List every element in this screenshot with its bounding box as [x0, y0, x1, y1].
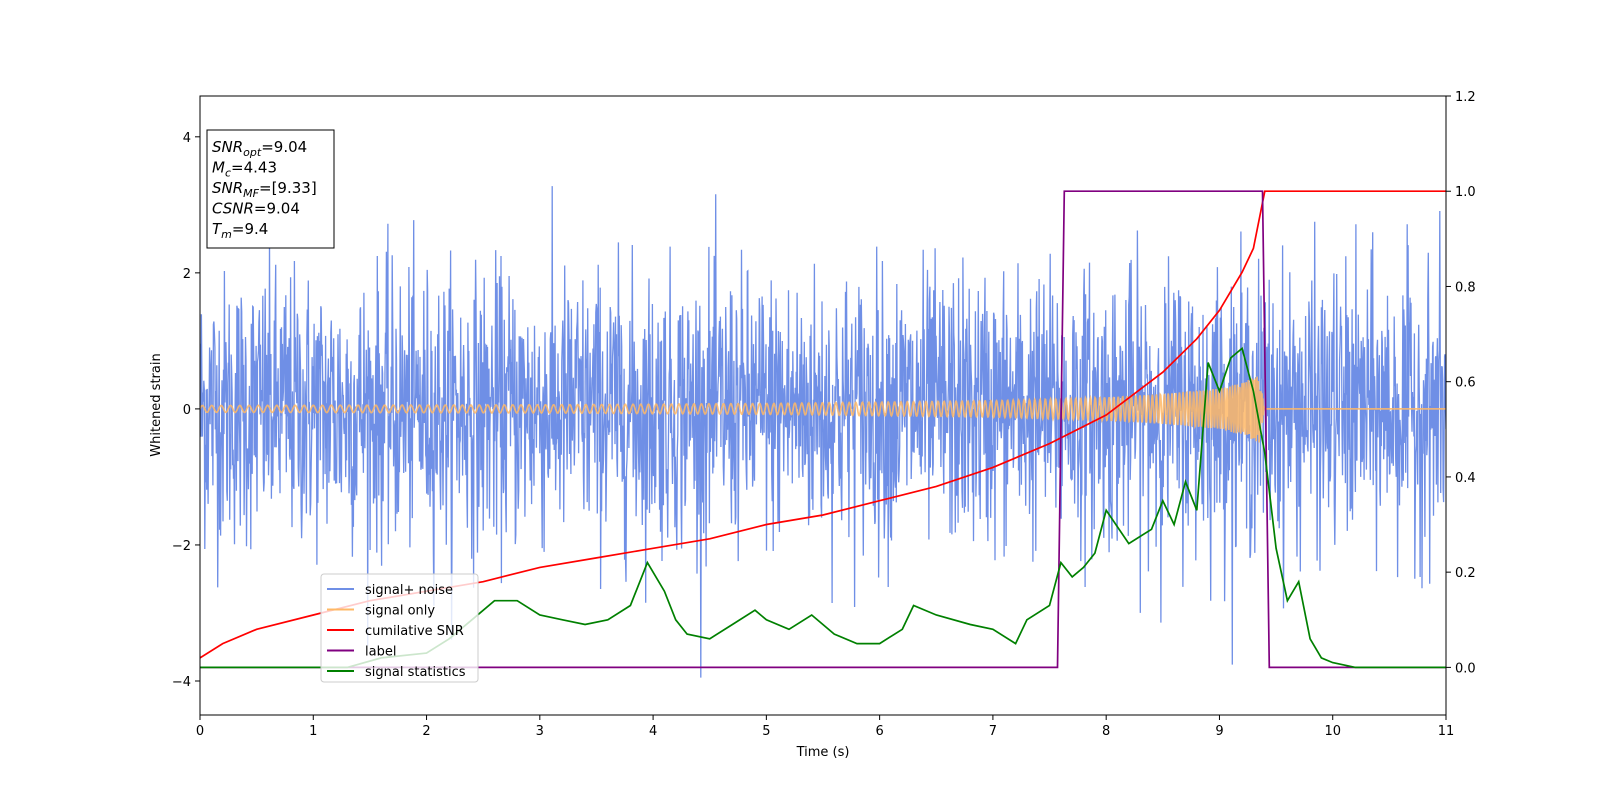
legend-frame — [320, 573, 479, 683]
legend-entries: signal+ noise signal only cumilative SNR la… — [327, 583, 466, 680]
y-axis-left: 4 2 0 −2 −4 — [172, 131, 200, 690]
x-tick-label: 9 — [1215, 724, 1223, 739]
y2-tick-label: 1.2 — [1455, 90, 1476, 105]
info-subscript: opt — [243, 146, 262, 159]
info-lines: SNRopt=9.04Mc=4.43SNRMF=[9.33]CSNR=9.04T… — [212, 138, 317, 241]
y2-tick-label: 0.6 — [1455, 376, 1476, 391]
y-axis-right: 1.2 1.0 0.8 0.6 0.4 0.2 0.0 — [1446, 90, 1476, 676]
x-tick-label: 4 — [649, 724, 657, 739]
x-tick-label: 3 — [536, 724, 544, 739]
info-subscript: MF — [243, 187, 259, 200]
info-subscript: m — [221, 228, 232, 241]
x-axis-label: Time (s) — [796, 745, 850, 760]
info-value: =9.04 — [254, 200, 300, 218]
info-value: =9.04 — [261, 138, 307, 156]
legend-label: label — [365, 645, 396, 660]
legend-label: signal only — [365, 604, 435, 619]
y-tick-label: 0 — [183, 403, 191, 418]
info-box-frame — [206, 129, 335, 249]
info-line: Mc=4.43 — [212, 159, 277, 180]
x-tick-label: 0 — [196, 724, 204, 739]
y-tick-label: −4 — [172, 675, 191, 690]
x-tick-label: 2 — [422, 724, 430, 739]
legend-label: signal+ noise — [365, 583, 453, 598]
y-tick-label: −2 — [172, 539, 191, 554]
x-tick-label: 8 — [1102, 724, 1110, 739]
legend-label: cumilative SNR — [365, 624, 464, 639]
x-tick-label: 6 — [875, 724, 883, 739]
series-label-line — [200, 190, 1446, 669]
info-line: CSNR=9.04 — [212, 200, 300, 218]
info-symbol: SNR — [212, 179, 243, 197]
legend-label: signal statistics — [365, 665, 466, 680]
y-tick-label: 2 — [183, 267, 191, 282]
x-tick-label: 1 — [309, 724, 317, 739]
x-tick-label: 7 — [989, 724, 997, 739]
x-tick-label: 5 — [762, 724, 770, 739]
info-value: =4.43 — [231, 159, 277, 177]
info-value: =9.4 — [232, 220, 268, 238]
info-symbol: T — [212, 220, 223, 238]
x-axis: 0 1 2 3 4 5 6 7 8 9 10 11 — [196, 715, 1454, 739]
y2-tick-label: 0.0 — [1455, 661, 1476, 676]
info-value: =[9.33] — [259, 179, 317, 197]
info-line: SNRMF=[9.33] — [212, 179, 317, 200]
x-tick-label: 11 — [1438, 724, 1455, 739]
info-line: Tm=9.4 — [212, 220, 268, 241]
info-subscript: c — [225, 167, 231, 180]
x-tick-label: 10 — [1324, 724, 1341, 739]
y2-tick-label: 0.4 — [1455, 471, 1476, 486]
y-tick-label: 4 — [183, 131, 191, 146]
legend: signal+ noise signal only cumilative SNR la… — [320, 573, 479, 683]
y2-tick-label: 0.8 — [1455, 280, 1476, 295]
info-line: SNRopt=9.04 — [212, 138, 307, 159]
y-axis-label: Whitened strain — [149, 353, 164, 456]
plot-frame — [199, 95, 1447, 716]
y2-tick-label: 0.2 — [1455, 566, 1476, 581]
info-box: SNRopt=9.04Mc=4.43SNRMF=[9.33]CSNR=9.04T… — [206, 129, 335, 249]
series-signal-statistics-line — [200, 346, 1446, 669]
info-symbol: CSNR — [212, 200, 254, 218]
series-signal-only-line — [200, 376, 1446, 443]
info-symbol: M — [212, 159, 225, 177]
info-symbol: SNR — [212, 138, 243, 156]
y2-tick-label: 1.0 — [1455, 185, 1476, 200]
